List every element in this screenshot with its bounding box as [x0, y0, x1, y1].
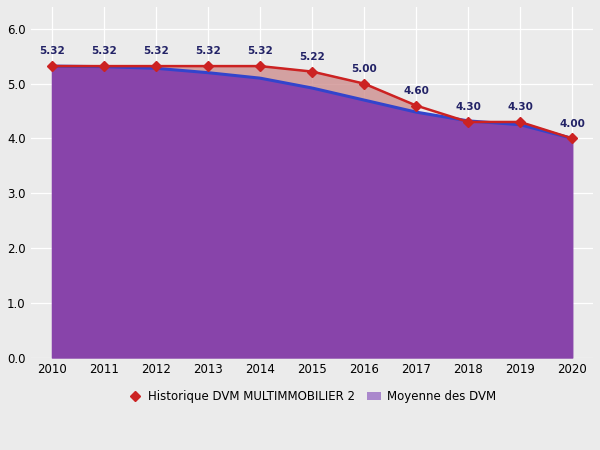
Text: 5.32: 5.32 [195, 46, 221, 56]
Text: 5.32: 5.32 [91, 46, 117, 56]
Text: 4.00: 4.00 [559, 119, 585, 129]
Text: 4.30: 4.30 [455, 102, 481, 112]
Text: 5.22: 5.22 [299, 52, 325, 62]
Legend: Historique DVM MULTIMMOBILIER 2, Moyenne des DVM: Historique DVM MULTIMMOBILIER 2, Moyenne… [124, 385, 501, 408]
Text: 4.30: 4.30 [507, 102, 533, 112]
Text: 5.32: 5.32 [143, 46, 169, 56]
Text: 5.00: 5.00 [351, 64, 377, 74]
Text: 5.32: 5.32 [39, 46, 65, 56]
Text: 5.32: 5.32 [247, 46, 273, 56]
Text: 4.60: 4.60 [403, 86, 429, 96]
